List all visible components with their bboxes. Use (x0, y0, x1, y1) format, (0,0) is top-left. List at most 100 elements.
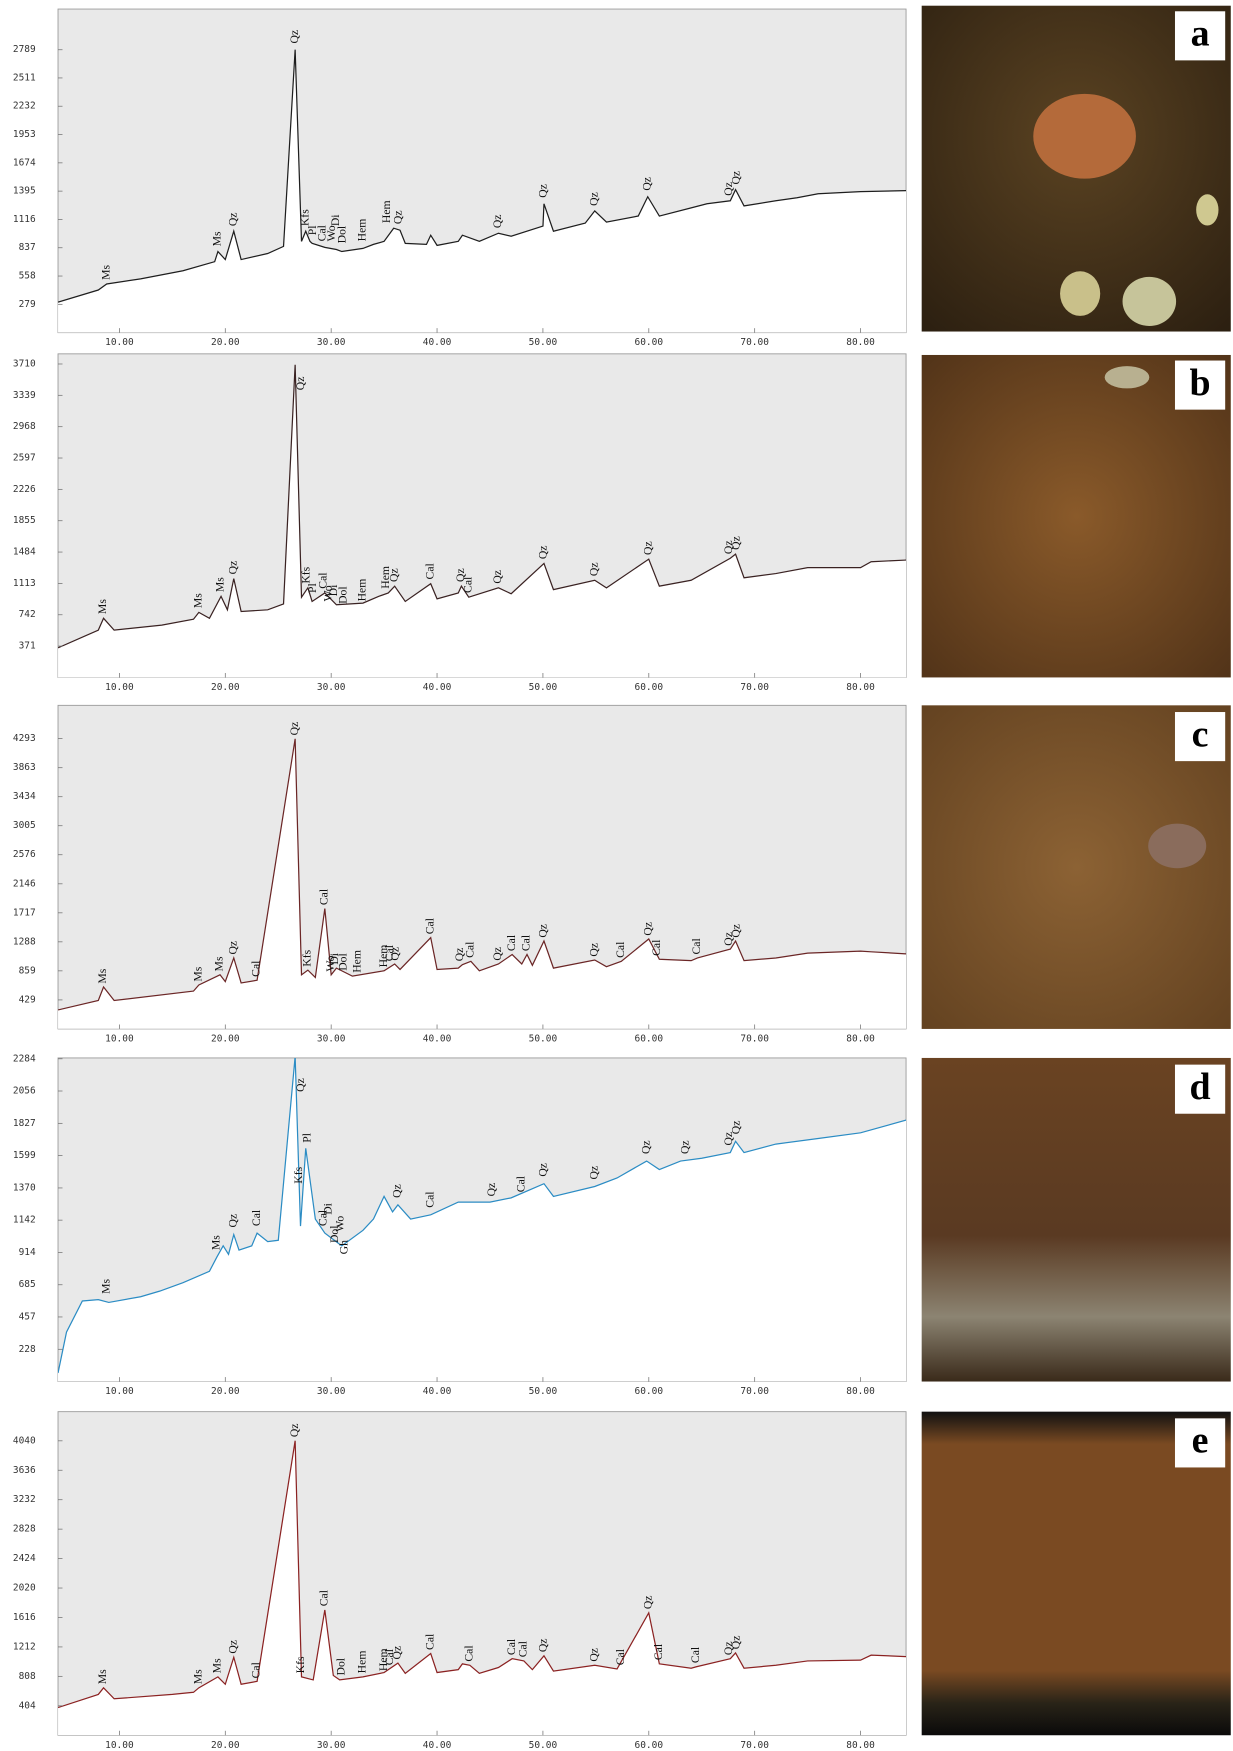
peak-label: Kfs (298, 209, 311, 226)
y-tick-label: 2511 (13, 72, 36, 83)
peak-label: Ms (211, 231, 224, 246)
x-tick-label: 20.00 (211, 1740, 240, 1751)
y-tick-label: 1953 (13, 129, 36, 140)
peak-label: Qz (587, 562, 600, 576)
peak-label: Gh (338, 1240, 351, 1254)
y-tick-label: 914 (19, 1247, 36, 1258)
x-tick-label: 30.00 (317, 1033, 346, 1044)
y-tick-label: 808 (19, 1671, 36, 1682)
peak-label: Qz (391, 1184, 404, 1198)
y-tick-label: 3232 (13, 1494, 36, 1505)
y-tick-label: 457 (19, 1311, 36, 1322)
peak-label: Qz (537, 184, 550, 198)
peak-label: Qz (587, 943, 600, 957)
peak-label: Pl (301, 1132, 314, 1143)
peak-label: Ms (210, 1235, 223, 1250)
x-tick-label: 40.00 (423, 1033, 452, 1044)
peak-label: Cal (461, 576, 474, 593)
x-tick-label: 50.00 (529, 1033, 558, 1044)
photo-detail (1123, 277, 1177, 326)
peak-label: Cal (650, 939, 663, 956)
figure: 279558837111613951674195322322511278910.… (0, 0, 1233, 1751)
x-tick-label: 50.00 (529, 1386, 558, 1397)
y-tick-label: 2232 (13, 101, 36, 112)
x-tick-label: 10.00 (105, 682, 134, 693)
y-tick-label: 3636 (13, 1465, 36, 1476)
photo-detail (1148, 824, 1206, 869)
peak-label: Qz (587, 1166, 600, 1180)
x-tick-label: 50.00 (529, 1740, 558, 1751)
peak-label: Kfs (294, 1656, 307, 1673)
peak-label: Cal (505, 934, 518, 951)
y-tick-label: 1113 (13, 578, 36, 589)
peak-label: Qz (537, 545, 550, 559)
y-tick-label: 2056 (13, 1086, 36, 1097)
x-tick-label: 70.00 (740, 1740, 769, 1751)
x-tick-label: 20.00 (211, 337, 240, 348)
peak-label: Ms (192, 593, 205, 608)
y-tick-label: 2789 (13, 44, 36, 55)
x-tick-label: 10.00 (105, 1033, 134, 1044)
x-tick-label: 60.00 (635, 337, 664, 348)
peak-label: Qz (391, 1646, 404, 1660)
peak-label: Ms (211, 1658, 224, 1673)
peak-label: Kfs (292, 1166, 305, 1183)
x-tick-label: 20.00 (211, 682, 240, 693)
y-tick-label: 1212 (13, 1641, 36, 1652)
peak-label: Qz (388, 947, 401, 961)
peak-label: Dol (334, 1657, 347, 1675)
y-tick-label: 3710 (13, 358, 36, 369)
peak-label: Cal (423, 562, 436, 579)
peak-label: Dol (336, 225, 349, 243)
y-tick-label: 1370 (13, 1182, 36, 1193)
peak-label: Qz (587, 1648, 600, 1662)
peak-label: Qz (729, 1121, 742, 1135)
peak-label: Qz (288, 30, 301, 44)
peak-label: Ms (99, 264, 112, 279)
y-tick-label: 3005 (13, 820, 36, 831)
y-tick-label: 685 (19, 1279, 36, 1290)
photo-detail (1105, 366, 1150, 388)
x-tick-label: 80.00 (846, 337, 875, 348)
y-tick-label: 2968 (13, 421, 36, 432)
photo-detail (1033, 94, 1136, 179)
xrd-panel: 22845768591411421370159918272056228410.0… (13, 1053, 906, 1397)
y-tick-label: 279 (19, 299, 36, 310)
peak-label: Ms (96, 968, 109, 983)
x-tick-label: 10.00 (105, 337, 134, 348)
peak-label: Ms (213, 956, 226, 971)
peak-label: Qz (641, 922, 654, 936)
y-tick-label: 1674 (13, 157, 36, 168)
x-tick-label: 10.00 (105, 1740, 134, 1751)
peak-label: Di (329, 214, 342, 226)
x-tick-label: 40.00 (423, 337, 452, 348)
y-tick-label: 2576 (13, 849, 36, 860)
x-tick-label: 50.00 (529, 682, 558, 693)
peak-label: Qz (537, 1639, 550, 1653)
y-tick-label: 1116 (13, 214, 36, 225)
y-tick-label: 2020 (13, 1583, 36, 1594)
peak-label: Cal (318, 888, 331, 905)
peak-label: Wo (333, 1216, 346, 1232)
peak-label: Cal (520, 934, 533, 951)
peak-label: Qz (491, 947, 504, 961)
peak-label: Qz (729, 171, 742, 185)
x-tick-label: 30.00 (317, 1740, 346, 1751)
peak-label: Ms (96, 1669, 109, 1684)
y-tick-label: 2146 (13, 878, 36, 889)
peak-label: Cal (250, 1209, 263, 1226)
x-tick-label: 60.00 (635, 682, 664, 693)
xrd-panel: 4298591288171721462576300534343863429310… (13, 705, 906, 1044)
y-tick-label: 1827 (13, 1118, 36, 1129)
x-tick-label: 80.00 (846, 1386, 875, 1397)
x-tick-label: 80.00 (846, 1033, 875, 1044)
y-tick-label: 1484 (13, 547, 36, 558)
peak-label: Cal (652, 1643, 665, 1660)
peak-label: Cal (514, 1175, 527, 1192)
x-tick-label: 80.00 (846, 1740, 875, 1751)
peak-label: Cal (614, 941, 627, 958)
x-tick-label: 70.00 (740, 1033, 769, 1044)
panel-label: c (1192, 713, 1209, 755)
peak-label: Qz (587, 192, 600, 206)
peak-label: Qz (640, 177, 653, 191)
